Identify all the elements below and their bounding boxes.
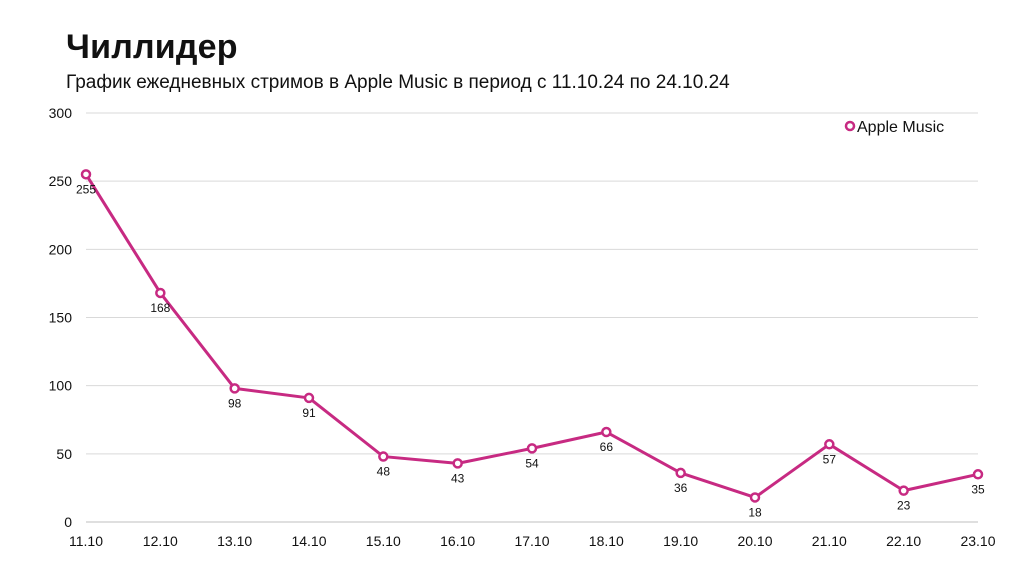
x-tick-label: 18.10: [589, 533, 624, 549]
x-tick-label: 15.10: [366, 533, 401, 549]
y-axis: 0 50 100 150 200 250 300: [49, 105, 73, 530]
data-point: [378, 451, 389, 462]
data-label: 36: [674, 481, 688, 495]
data-label: 168: [150, 301, 170, 315]
data-point: [898, 485, 909, 496]
chart-subtitle: График ежедневных стримов в Apple Music …: [66, 72, 730, 93]
data-point: [155, 287, 166, 299]
series-apple-music: [80, 169, 984, 503]
data-point: [824, 439, 835, 450]
x-tick-label: 22.10: [886, 533, 921, 549]
data-label: 98: [228, 396, 242, 410]
data-point: [526, 443, 538, 454]
y-tick-label: 50: [56, 446, 72, 462]
x-tick-label: 12.10: [143, 533, 178, 549]
data-point: [303, 392, 315, 404]
data-label: 23: [897, 499, 911, 513]
y-tick-label: 300: [49, 105, 73, 121]
data-label: 54: [525, 456, 539, 470]
x-tick-label: 16.10: [440, 533, 475, 549]
data-label: 91: [302, 406, 316, 420]
data-point: [601, 426, 612, 438]
gridlines: [86, 112, 978, 523]
x-tick-label: 13.10: [217, 533, 252, 549]
x-tick-label: 20.10: [737, 533, 772, 549]
data-label: 66: [600, 440, 614, 454]
y-tick-label: 150: [49, 310, 73, 326]
data-label: 43: [451, 471, 465, 485]
chart-title: Чиллидер: [66, 28, 238, 66]
data-label: 18: [748, 505, 762, 519]
data-label: 35: [971, 482, 985, 496]
y-tick-label: 0: [64, 514, 72, 530]
x-axis: 11.10 12.10 13.10 14.10 15.10 16.10 17.10 18.10…: [69, 533, 996, 549]
x-tick-label: 17.10: [514, 533, 549, 549]
y-tick-label: 100: [49, 378, 73, 394]
y-tick-label: 200: [49, 241, 73, 257]
x-tick-label: 14.10: [291, 533, 326, 549]
data-label: 255: [76, 182, 96, 196]
data-point: [452, 458, 463, 469]
legend: Apple Music: [844, 119, 944, 136]
x-tick-label: 23.10: [960, 533, 995, 549]
data-labels: 255 168 98 91 48 43 54 66 36 18 57 23 35: [76, 182, 985, 519]
data-point: [229, 383, 240, 394]
legend-label: Apple Music: [857, 119, 944, 136]
data-point: [972, 469, 984, 480]
x-tick-label: 11.10: [69, 533, 103, 549]
data-point: [749, 492, 761, 503]
legend-marker: [844, 120, 856, 132]
y-tick-label: 250: [49, 173, 73, 189]
x-tick-label: 21.10: [812, 533, 847, 549]
data-point: [675, 467, 686, 479]
data-point: [80, 169, 92, 180]
data-label: 57: [823, 452, 837, 466]
data-label: 48: [377, 465, 391, 479]
x-tick-label: 19.10: [663, 533, 698, 549]
